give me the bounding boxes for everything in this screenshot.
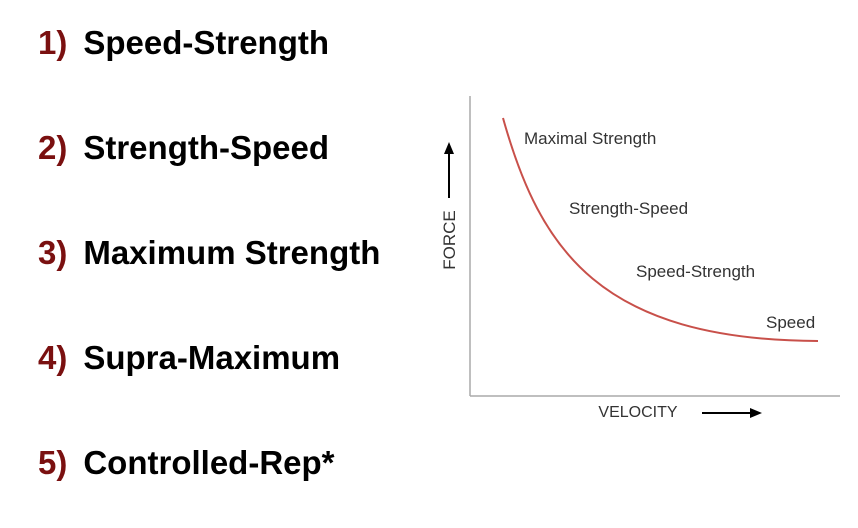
curve-label: Strength-Speed <box>569 199 688 218</box>
list-item-label: Maximum Strength <box>83 234 381 271</box>
y-axis-arrow-icon <box>444 142 454 198</box>
y-axis-label: FORCE <box>440 210 459 270</box>
list-item: 5) Controlled-Rep* <box>38 444 335 482</box>
list-item-number: 4) <box>38 339 68 376</box>
curve-label: Speed <box>766 313 815 332</box>
x-axis-arrow-icon <box>702 408 762 418</box>
list-item-label: Speed-Strength <box>83 24 330 61</box>
list-item-number: 1) <box>38 24 68 61</box>
x-axis-label: VELOCITY <box>598 404 677 421</box>
list-item: 2) Strength-Speed <box>38 129 329 167</box>
list-item-label: Strength-Speed <box>83 129 330 166</box>
list-item-number: 5) <box>38 444 68 481</box>
list-item: 1) Speed-Strength <box>38 24 329 62</box>
list-item-number: 3) <box>38 234 68 271</box>
list-item: 3) Maximum Strength <box>38 234 380 272</box>
curve-label: Speed-Strength <box>636 262 755 281</box>
curve-label: Maximal Strength <box>524 129 656 148</box>
force-velocity-curve <box>502 117 819 342</box>
list-item-label: Controlled-Rep* <box>83 444 335 481</box>
list-item-number: 2) <box>38 129 68 166</box>
list-item: 4) Supra-Maximum <box>38 339 340 377</box>
list-item-label: Supra-Maximum <box>83 339 341 376</box>
